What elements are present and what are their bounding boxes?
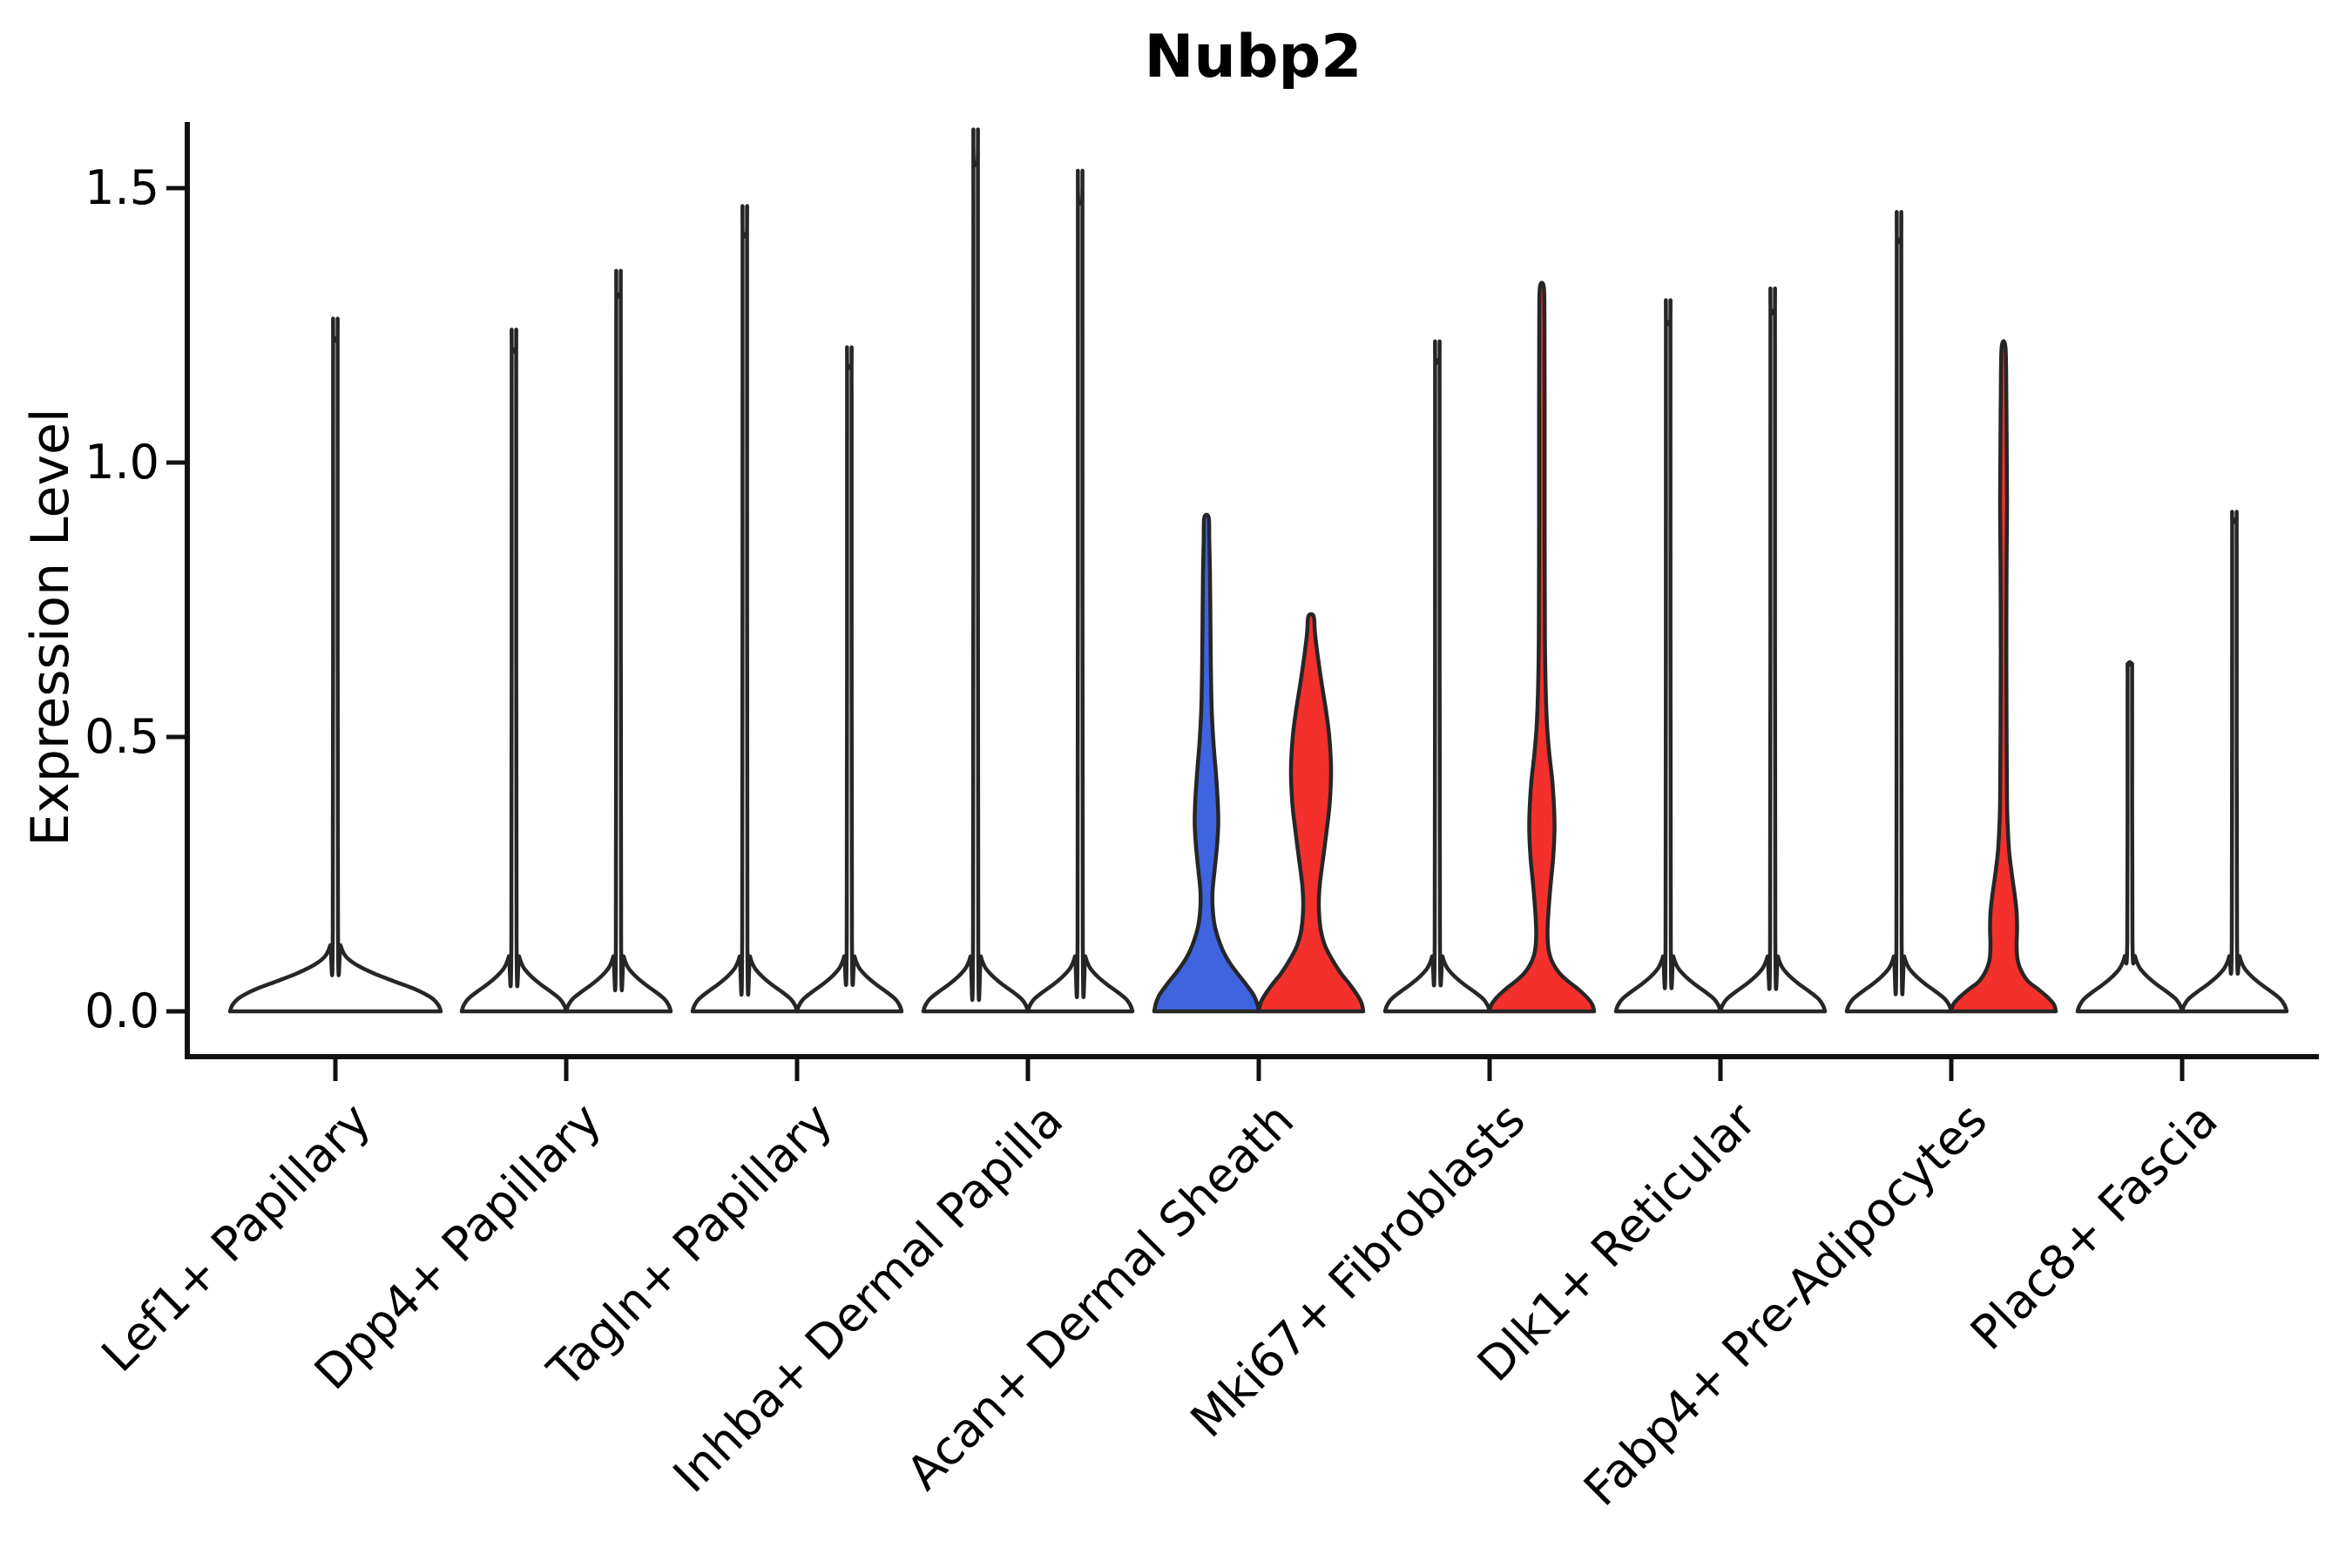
y-tick-label: 0.0 <box>84 983 159 1038</box>
violin-dpp4-papillary-right <box>564 268 673 1014</box>
violin-plac8-fascia-left <box>2075 659 2185 1014</box>
violin-dpp4-papillary-left <box>459 328 569 1014</box>
y-tick-label: 0.5 <box>84 709 159 764</box>
violin-tagln-papillary-left <box>690 204 800 1014</box>
violin-tagln-papillary-right <box>794 345 904 1014</box>
y-tick-label: 1.0 <box>84 435 159 490</box>
violin-inhba-dermal-papilla-right <box>1025 168 1135 1014</box>
violin-lef1-papillary-center <box>227 316 443 1014</box>
violin-fabp4-pre-adipocytes-right <box>1949 339 2058 1014</box>
violin-mki67-fibroblasts-left <box>1382 339 1492 1014</box>
chart-title: Nubp2 <box>1144 23 1362 91</box>
violin-acan-dermal-sheath-right <box>1256 612 1366 1014</box>
violin-inhba-dermal-papilla-left <box>921 127 1031 1014</box>
violin-mki67-fibroblasts-right <box>1487 280 1597 1014</box>
violin-fabp4-pre-adipocytes-left <box>1844 210 1954 1014</box>
violin-plac8-fascia-right <box>2180 510 2289 1014</box>
violin-acan-dermal-sheath-left <box>1152 512 1261 1014</box>
violin-dlk1-reticular-left <box>1613 298 1723 1014</box>
y-tick-label: 1.5 <box>84 160 159 215</box>
violin-dlk1-reticular-right <box>1718 286 1828 1014</box>
